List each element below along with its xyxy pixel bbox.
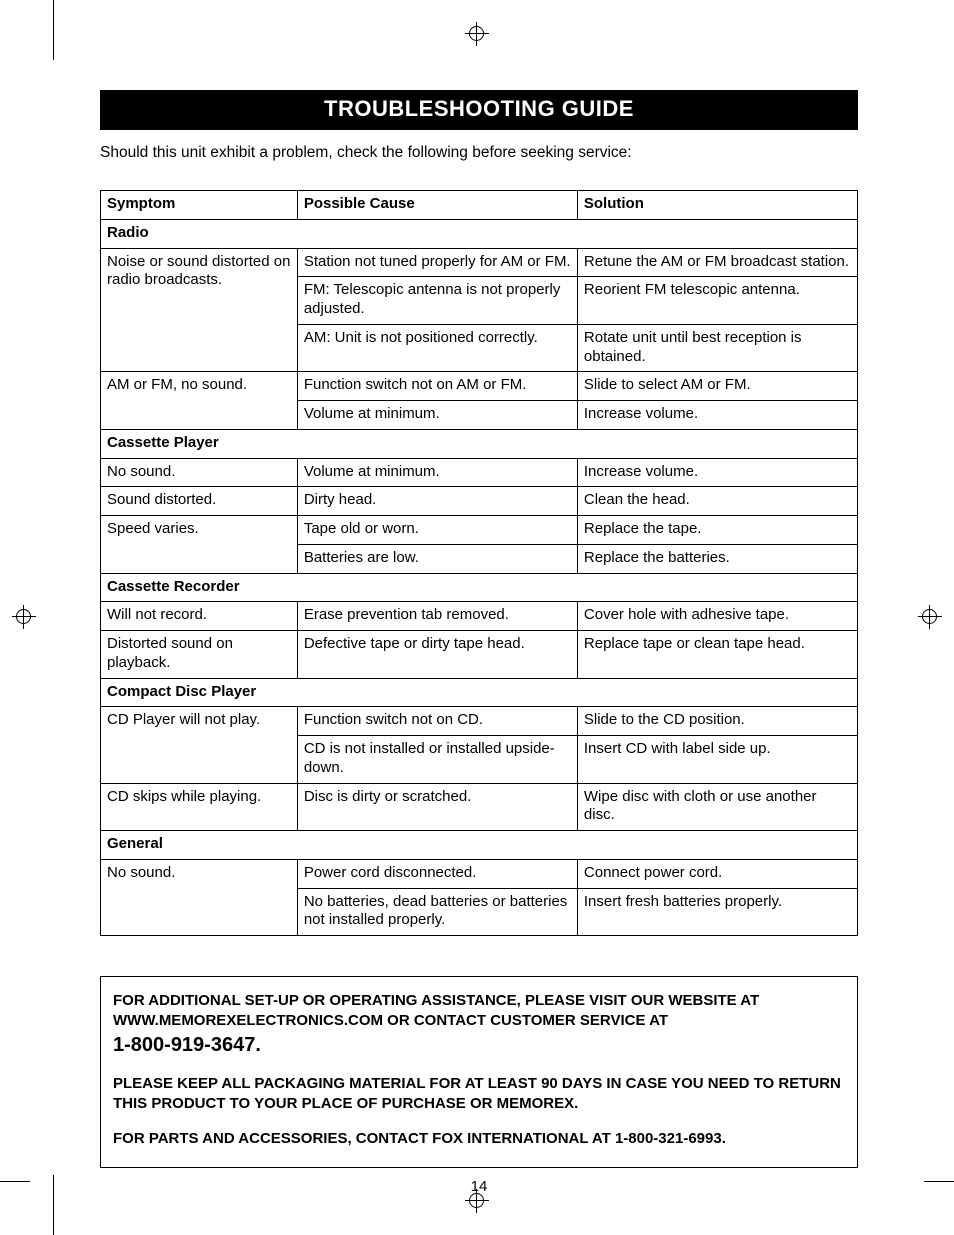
header-cause: Possible Cause [297, 191, 577, 220]
assist-phone: 1-800-919-3647. [113, 1032, 845, 1059]
assist-text: FOR ADDITIONAL SET-UP OR OPERATING ASSIS… [113, 991, 845, 1059]
solution-cell: Connect power cord. [577, 859, 857, 888]
table-row: No sound.Power cord disconnected.Connect… [101, 859, 858, 888]
solution-cell: Reorient FM telescopic antenna. [577, 277, 857, 325]
solution-cell: Wipe disc with cloth or use another disc… [577, 783, 857, 831]
cause-cell: Function switch not on AM or FM. [297, 372, 577, 401]
symptom-cell: Will not record. [101, 602, 298, 631]
symptom-cell: CD Player will not play. [101, 707, 298, 783]
solution-cell: Increase volume. [577, 401, 857, 430]
solution-cell: Slide to the CD position. [577, 707, 857, 736]
symptom-cell: Speed varies. [101, 516, 298, 574]
cause-cell: Volume at minimum. [297, 458, 577, 487]
assist-line: FOR ADDITIONAL SET-UP OR OPERATING ASSIS… [113, 992, 759, 1029]
cause-cell: Function switch not on CD. [297, 707, 577, 736]
cause-cell: Batteries are low. [297, 544, 577, 573]
solution-cell: Cover hole with adhesive tape. [577, 602, 857, 631]
section-name: Cassette Player [101, 429, 858, 458]
cause-cell: Volume at minimum. [297, 401, 577, 430]
solution-cell: Increase volume. [577, 458, 857, 487]
table-header-row: Symptom Possible Cause Solution [101, 191, 858, 220]
section-row: Radio [101, 219, 858, 248]
table-row: Distorted sound on playback.Defective ta… [101, 631, 858, 679]
cause-cell: Tape old or worn. [297, 516, 577, 545]
solution-cell: Replace tape or clean tape head. [577, 631, 857, 679]
cause-cell: Station not tuned properly for AM or FM. [297, 248, 577, 277]
solution-cell: Retune the AM or FM broadcast station. [577, 248, 857, 277]
header-solution: Solution [577, 191, 857, 220]
solution-cell: Clean the head. [577, 487, 857, 516]
cause-cell: No batteries, dead batteries or batterie… [297, 888, 577, 936]
troubleshooting-table: Symptom Possible Cause Solution RadioNoi… [100, 190, 858, 936]
section-row: Compact Disc Player [101, 678, 858, 707]
page-number: 14 [100, 1178, 858, 1195]
section-row: Cassette Player [101, 429, 858, 458]
symptom-cell: Noise or sound distorted on radio broadc… [101, 248, 298, 372]
cause-cell: AM: Unit is not positioned correctly. [297, 324, 577, 372]
table-row: Sound distorted.Dirty head.Clean the hea… [101, 487, 858, 516]
cause-cell: Erase prevention tab removed. [297, 602, 577, 631]
solution-cell: Rotate unit until best reception is obta… [577, 324, 857, 372]
table-row: CD skips while playing.Disc is dirty or … [101, 783, 858, 831]
cause-cell: CD is not installed or installed upside-… [297, 736, 577, 784]
table-row: Will not record.Erase prevention tab rem… [101, 602, 858, 631]
table-row: No sound.Volume at minimum.Increase volu… [101, 458, 858, 487]
section-name: Radio [101, 219, 858, 248]
section-name: Cassette Recorder [101, 573, 858, 602]
cause-cell: Dirty head. [297, 487, 577, 516]
solution-cell: Insert fresh batteries properly. [577, 888, 857, 936]
solution-cell: Replace the tape. [577, 516, 857, 545]
packaging-text: PLEASE KEEP ALL PACKAGING MATERIAL FOR A… [113, 1074, 845, 1115]
solution-cell: Insert CD with label side up. [577, 736, 857, 784]
symptom-cell: AM or FM, no sound. [101, 372, 298, 430]
table-row: AM or FM, no sound.Function switch not o… [101, 372, 858, 401]
symptom-cell: CD skips while playing. [101, 783, 298, 831]
symptom-cell: No sound. [101, 458, 298, 487]
intro-text: Should this unit exhibit a problem, chec… [100, 144, 858, 162]
symptom-cell: Sound distorted. [101, 487, 298, 516]
solution-cell: Replace the batteries. [577, 544, 857, 573]
cause-cell: Defective tape or dirty tape head. [297, 631, 577, 679]
section-name: Compact Disc Player [101, 678, 858, 707]
solution-cell: Slide to select AM or FM. [577, 372, 857, 401]
section-row: General [101, 831, 858, 860]
info-box: FOR ADDITIONAL SET-UP OR OPERATING ASSIS… [100, 976, 858, 1168]
symptom-cell: Distorted sound on playback. [101, 631, 298, 679]
cause-cell: Disc is dirty or scratched. [297, 783, 577, 831]
table-row: CD Player will not play.Function switch … [101, 707, 858, 736]
parts-text: FOR PARTS AND ACCESSORIES, CONTACT FOX I… [113, 1129, 845, 1149]
header-symptom: Symptom [101, 191, 298, 220]
page-content: TROUBLESHOOTING GUIDE Should this unit e… [100, 90, 858, 1195]
cause-cell: Power cord disconnected. [297, 859, 577, 888]
section-row: Cassette Recorder [101, 573, 858, 602]
table-row: Noise or sound distorted on radio broadc… [101, 248, 858, 277]
page-title: TROUBLESHOOTING GUIDE [100, 90, 858, 130]
table-row: Speed varies.Tape old or worn.Replace th… [101, 516, 858, 545]
section-name: General [101, 831, 858, 860]
cause-cell: FM: Telescopic antenna is not properly a… [297, 277, 577, 325]
symptom-cell: No sound. [101, 859, 298, 935]
